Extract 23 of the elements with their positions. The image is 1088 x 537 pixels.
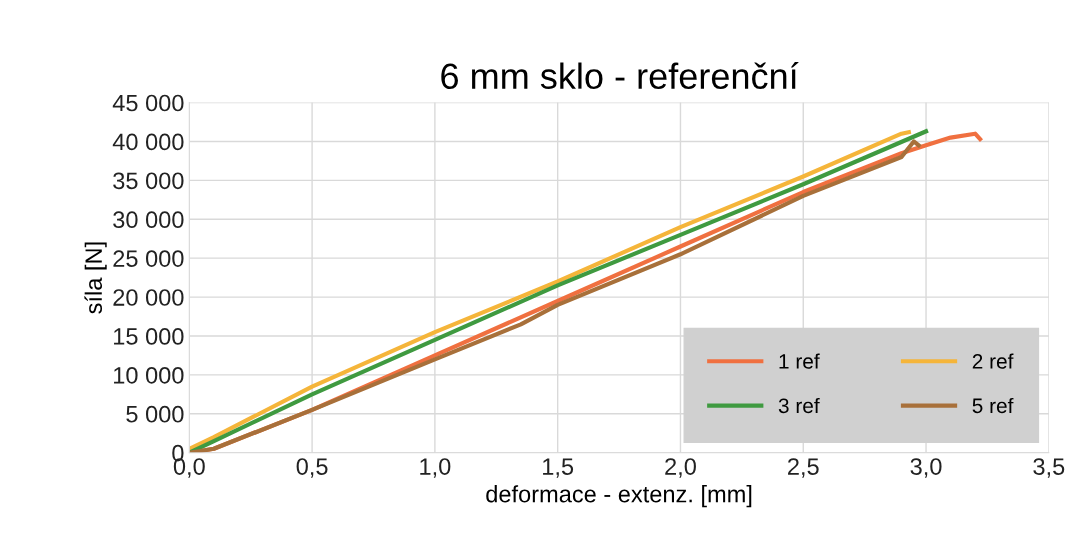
y-tick-label: 25 000 xyxy=(113,250,184,267)
y-axis-title: síla [N] xyxy=(84,242,107,314)
x-axis-title: deformace - extenz. [mm] xyxy=(486,485,752,508)
legend-label: 5 ref xyxy=(972,397,1014,414)
y-tick-label: 45 000 xyxy=(112,94,184,112)
y-tick-label: 10 000 xyxy=(114,366,184,384)
y-tick-label: 5 000 xyxy=(126,405,184,423)
chart-title: 6 mm sklo - referenční xyxy=(441,62,799,90)
legend-label: 1 ref xyxy=(779,353,820,369)
x-tick-label: 3,5 xyxy=(1033,458,1065,478)
x-tick-label: 2,0 xyxy=(665,458,696,478)
y-tick-label: 20 000 xyxy=(113,289,184,306)
x-tick-label: 0,5 xyxy=(296,458,328,478)
y-tick-label: 15 000 xyxy=(114,328,184,345)
y-tick-label: 35 000 xyxy=(113,172,184,190)
y-tick-label: 30 000 xyxy=(113,211,184,229)
legend-label: 3 ref xyxy=(778,397,820,414)
y-tick-label: 40 000 xyxy=(112,133,184,151)
x-tick-label: 1,0 xyxy=(420,458,451,478)
x-tick-label: 3,0 xyxy=(910,458,942,478)
x-tick-label: 2,5 xyxy=(788,458,819,478)
x-tick-label: 1,5 xyxy=(543,458,574,478)
legend-label: 2 ref xyxy=(972,353,1014,369)
